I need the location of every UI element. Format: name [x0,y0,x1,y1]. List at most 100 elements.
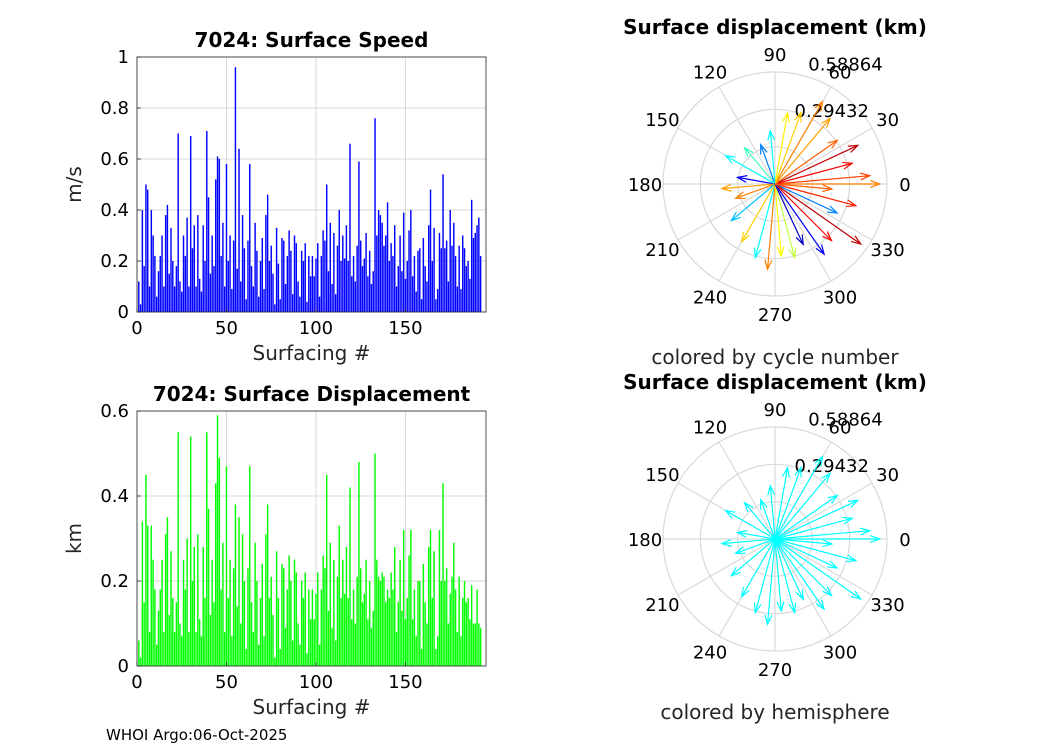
bar [325,474,328,666]
bar [334,294,337,312]
bar [367,619,369,666]
bar [309,276,312,312]
angle-tick-label: 60 [829,62,852,83]
bar [191,248,194,312]
bar [215,483,217,666]
bar [367,276,369,312]
bar [401,610,403,666]
arrow-head [827,560,839,569]
displacement-arrow [767,129,776,185]
bar [408,230,410,312]
bar [429,530,432,666]
chart-title: Surface displacement (km) [623,15,927,39]
bar [172,261,174,312]
y-tick-label: 0.8 [100,98,129,119]
arrow-shaft [774,538,804,600]
bar [438,232,441,312]
bar [354,623,357,666]
bar [275,227,278,312]
y-tick-label: 0.2 [100,571,129,592]
y-tick-label: 0.6 [100,401,129,422]
displacement-arrow [740,183,776,244]
bar [166,204,169,312]
bar [139,657,142,666]
displacement-arrow [774,516,854,540]
bar [223,632,226,666]
bar [209,615,212,666]
arrow-shaft [774,530,870,540]
bar [275,551,278,666]
bar [252,632,255,666]
bar [173,632,176,666]
displacement-arrow [753,183,776,260]
displacement-arrow [774,183,826,256]
bar [168,273,170,312]
arrow-shaft [769,485,776,540]
bar [453,542,455,666]
bar [241,534,244,666]
bar [377,576,380,666]
displacement-arrow [774,183,858,208]
arrow-shaft [774,183,832,190]
x-tick-label: 150 [388,318,422,339]
bar [297,623,299,666]
bar [300,250,303,312]
bar [472,623,475,666]
displacement-arrow [767,484,776,540]
bar [390,572,392,666]
bar [297,281,299,312]
angle-tick-label: 210 [645,240,679,261]
arrow-head [788,602,797,615]
bar [308,255,310,312]
bar [419,581,421,666]
bar [304,243,306,312]
bar [238,148,240,312]
displacement-arrow [724,509,776,540]
bar [198,278,201,312]
radius-tick-label: 0.58864 [808,409,882,430]
bar [352,255,355,312]
bar [318,296,321,312]
bar [218,159,221,312]
bar [395,632,398,666]
bar [325,184,328,312]
arrow-head [735,175,748,183]
arrow-shaft [774,499,859,540]
bar [347,261,349,312]
angle-tick-label: 0 [899,175,910,196]
arrow-shaft [774,456,824,540]
bar [184,589,187,666]
footer-credit: WHOI Argo:06-Oct-2025 [106,726,288,744]
arrow-head [729,566,741,577]
bar [283,240,285,312]
bar [360,240,362,312]
bar [168,615,170,666]
bar [288,555,290,666]
bar [465,266,468,312]
bar [440,248,442,312]
chart-title: Surface displacement (km) [623,370,927,394]
bar [317,243,319,312]
bar [215,179,217,312]
bar [229,235,231,312]
bar [363,258,366,312]
bar [354,281,357,312]
surface-displacement-chart: 0 50 100 150 0 0.2 0.4 0.6 7024: Surface Displac… [62,382,487,719]
bar [188,632,190,666]
arrow-shaft [774,538,796,613]
bar [204,261,206,312]
bar [370,627,373,666]
bar [263,289,265,312]
arrow-head [729,211,741,222]
arrow-shaft [725,154,776,185]
displacement-arrow [729,183,776,222]
bar [209,273,212,312]
displacement-arrow [774,538,797,615]
arrow-head [822,539,834,548]
bar [177,432,179,666]
bar [320,255,323,312]
bar [281,564,283,666]
bar [419,248,421,312]
arrow-shaft [774,538,857,562]
bar [170,551,172,666]
